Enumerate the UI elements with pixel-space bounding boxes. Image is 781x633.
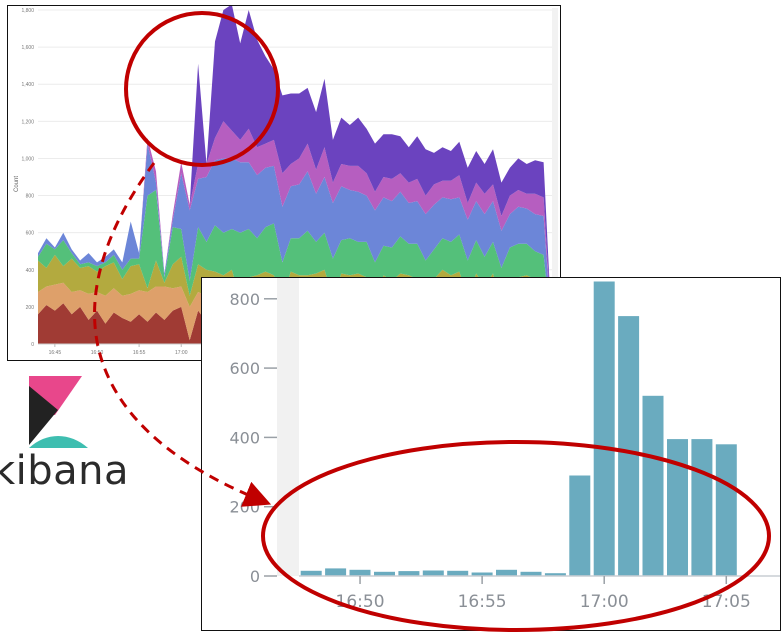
area-x-tick-label: 16:50	[91, 350, 104, 356]
bar-y-tick-label: 0	[250, 567, 260, 586]
bar[interactable]	[569, 475, 591, 577]
bar-y-axis: 0 200 400 600 800	[229, 290, 277, 586]
bar-y-tick-label: 800	[229, 290, 260, 309]
area-y-tick-label: 1,600	[21, 45, 34, 51]
area-series-6[interactable]	[38, 121, 552, 333]
bar-y-tick-label: 200	[229, 498, 260, 517]
bar[interactable]	[325, 568, 347, 576]
bar-x-tick-label: 17:05	[702, 592, 751, 612]
bar[interactable]	[642, 395, 664, 576]
area-y-axis-label: Count	[14, 176, 20, 192]
logo-dark-shape	[29, 386, 58, 445]
area-y-axis: 0 200 400 600 800 1,000 1,200 1,400 1,600 1,800	[21, 8, 34, 348]
area-y-tick-label: 1,400	[21, 82, 34, 88]
bar[interactable]	[667, 439, 688, 576]
area-y-tick-label: 1,200	[21, 119, 34, 125]
bar[interactable]	[715, 444, 737, 576]
bar[interactable]	[496, 569, 517, 576]
area-series-4[interactable]	[38, 190, 552, 333]
zoomed-bar-chart: 0 200 400 600 800 16:50 16:55 17:00 17:05	[229, 278, 780, 612]
area-y-tick-label: 200	[26, 305, 35, 311]
area-x-tick-label: 16:45	[49, 350, 62, 356]
bar-series-group	[300, 281, 737, 577]
bar-x-tick-label: 16:55	[458, 592, 507, 612]
bar-x-tick-label: 17:00	[580, 592, 629, 612]
bar-chart-left-gutter	[277, 278, 299, 576]
bar[interactable]	[618, 316, 640, 576]
area-x-tick-label: 17:00	[175, 350, 188, 356]
bar[interactable]	[300, 570, 322, 576]
area-y-tick-label: 1,000	[21, 156, 34, 162]
area-y-tick-label: 600	[26, 231, 35, 237]
area-y-tick-label: 1,800	[21, 8, 34, 14]
area-series-7[interactable]	[38, 6, 552, 333]
bar-y-tick-label: 400	[229, 428, 260, 447]
area-y-tick-label: 0	[31, 342, 34, 348]
bar[interactable]	[593, 281, 615, 577]
bar[interactable]	[691, 439, 713, 576]
zoomed-bar-chart-panel: 0 200 400 600 800 16:50 16:55 17:00 17:05	[201, 277, 781, 631]
bar[interactable]	[349, 569, 371, 576]
bar[interactable]	[447, 570, 469, 576]
bar-x-tick-label: 16:50	[336, 592, 385, 612]
area-x-tick-label: 16:55	[133, 350, 146, 356]
area-y-tick-label: 400	[26, 268, 35, 274]
bar-y-tick-label: 600	[229, 359, 260, 378]
bar-x-axis: 16:50 16:55 17:00 17:05	[299, 575, 780, 612]
bar[interactable]	[422, 570, 444, 577]
kibana-logo	[29, 376, 88, 448]
area-scrollbar[interactable]	[552, 8, 558, 348]
area-y-tick-label: 800	[26, 194, 35, 200]
logo-teal-shape	[29, 436, 88, 448]
kibana-wordmark: kibana	[0, 448, 130, 494]
